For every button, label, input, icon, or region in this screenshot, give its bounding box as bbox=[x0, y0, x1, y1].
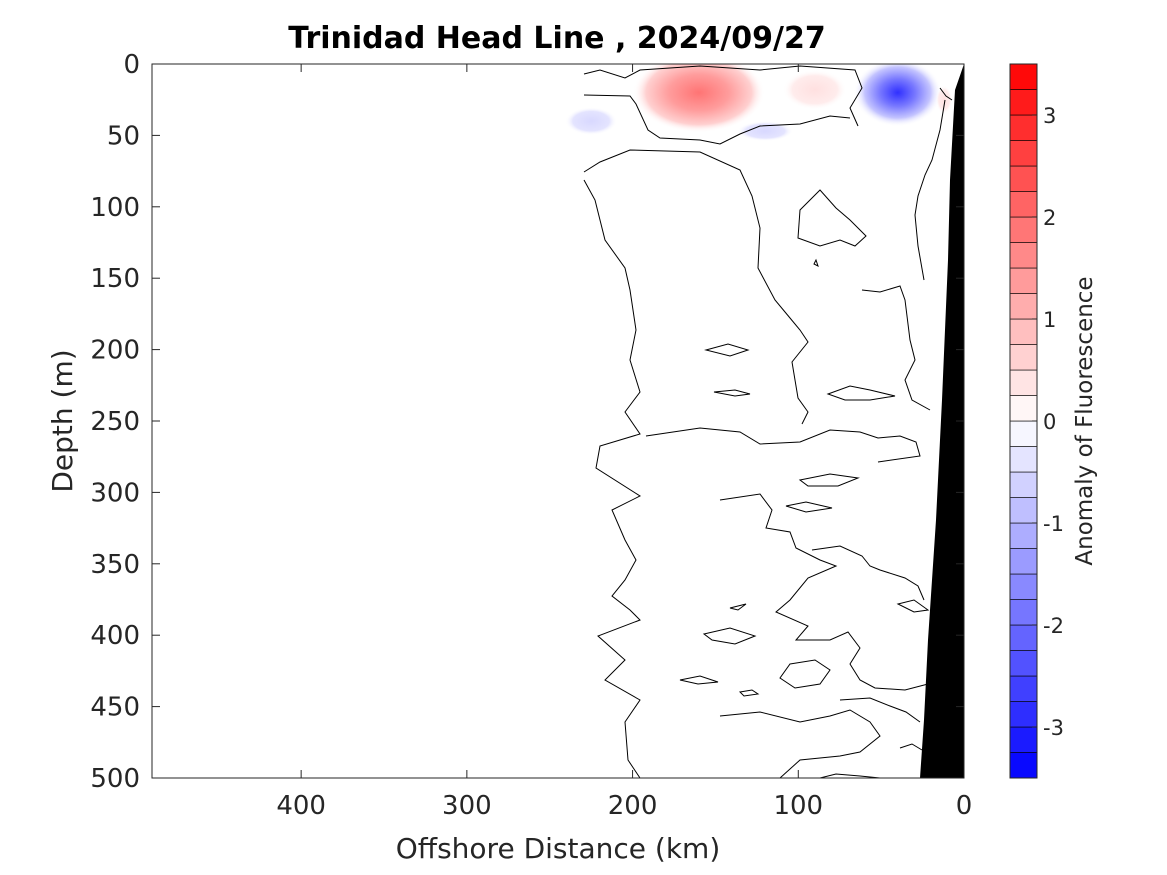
contour-line bbox=[679, 675, 719, 685]
colorbar-ticks: -3 -2 -1 0 1 2 3 bbox=[1032, 104, 1064, 740]
contour-line bbox=[583, 179, 642, 778]
colorbar-band bbox=[1009, 497, 1038, 524]
y-tick-label: 200 bbox=[90, 336, 140, 366]
contour-line bbox=[785, 501, 833, 513]
colorbar-tick-label: 0 bbox=[1043, 410, 1056, 434]
contour-line bbox=[811, 545, 925, 601]
contour-line bbox=[914, 99, 946, 281]
chart-title: Trinidad Head Line , 2024/09/27 bbox=[288, 21, 825, 56]
y-axis: 0 50 100 150 200 250 300 350 400 450 500 bbox=[90, 50, 964, 794]
colorbar-band bbox=[1009, 599, 1038, 626]
colorbar-band bbox=[1009, 242, 1038, 269]
x-axis-label: Offshore Distance (km) bbox=[396, 832, 721, 865]
y-tick-label: 400 bbox=[90, 621, 140, 651]
y-tick-label: 450 bbox=[90, 693, 140, 723]
colorbar-band bbox=[1009, 522, 1038, 549]
colorbar-band bbox=[1009, 267, 1038, 294]
x-tick-label: 400 bbox=[276, 791, 326, 821]
contour-line bbox=[583, 94, 851, 145]
contour-line bbox=[899, 743, 923, 751]
colorbar-band bbox=[1009, 446, 1038, 473]
colorbar-band bbox=[1009, 114, 1038, 141]
y-tick-label: 50 bbox=[107, 121, 140, 151]
colorbar-band bbox=[1009, 624, 1038, 651]
contour-line bbox=[861, 285, 931, 411]
y-tick-label: 350 bbox=[90, 550, 140, 580]
contour-line bbox=[939, 87, 953, 101]
y-tick-label: 500 bbox=[90, 764, 140, 794]
y-tick-label: 300 bbox=[90, 478, 140, 508]
anomaly-negative-patch bbox=[565, 107, 618, 136]
colorbar-band bbox=[1009, 63, 1038, 90]
x-tick-label: 100 bbox=[773, 791, 823, 821]
y-axis-label: Depth (m) bbox=[46, 349, 79, 492]
contour-line bbox=[813, 258, 819, 267]
contour-line bbox=[729, 603, 747, 611]
colorbar-band bbox=[1009, 420, 1038, 447]
colorbar-band bbox=[1009, 752, 1038, 779]
contour-line bbox=[738, 689, 760, 697]
colorbar-tick-label: 2 bbox=[1043, 206, 1056, 230]
colorbar-band bbox=[1009, 675, 1038, 702]
contour-line bbox=[583, 149, 809, 425]
anomaly-positive-patch bbox=[782, 69, 847, 110]
colorbar-band bbox=[1009, 471, 1038, 498]
contour-line bbox=[798, 473, 860, 487]
anomaly-negative-patch bbox=[737, 121, 794, 142]
colorbar-tick-label: 1 bbox=[1043, 308, 1056, 332]
colorbar-band bbox=[1009, 89, 1038, 116]
contour-line bbox=[702, 627, 757, 645]
colorbar-tick-label: -3 bbox=[1043, 716, 1064, 740]
colorbar-band bbox=[1009, 573, 1038, 600]
x-axis: 400 300 200 100 0 bbox=[276, 64, 972, 821]
colorbar-band bbox=[1009, 318, 1038, 345]
contour-line bbox=[839, 697, 921, 723]
x-tick-label: 200 bbox=[608, 791, 658, 821]
contour-line bbox=[896, 599, 930, 613]
x-tick-label: 0 bbox=[956, 791, 973, 821]
colorbar-label: Anomaly of Fluorescence bbox=[1072, 276, 1098, 565]
contour-line bbox=[826, 385, 896, 401]
anomaly-positive-patch bbox=[936, 85, 953, 114]
colorbar-band bbox=[1009, 548, 1038, 575]
y-tick-label: 250 bbox=[90, 407, 140, 437]
colorbar-band bbox=[1009, 395, 1038, 422]
colorbar-band bbox=[1009, 293, 1038, 320]
anomaly-layer bbox=[565, 64, 953, 142]
colorbar-band bbox=[1009, 650, 1038, 677]
colorbar-band bbox=[1009, 165, 1038, 192]
contour-line bbox=[645, 427, 921, 463]
contour-line bbox=[797, 189, 867, 247]
bathymetry-mask bbox=[920, 64, 964, 778]
contour-line bbox=[704, 343, 750, 357]
colorbar-band bbox=[1009, 140, 1038, 167]
x-tick-label: 300 bbox=[442, 791, 492, 821]
y-tick-label: 100 bbox=[90, 193, 140, 223]
colorbar-tick-label: 3 bbox=[1043, 104, 1056, 128]
colorbar-band bbox=[1009, 344, 1038, 371]
anomaly-positive-patch bbox=[632, 64, 765, 133]
y-tick-label: 0 bbox=[123, 50, 140, 80]
colorbar-tick-label: -2 bbox=[1043, 614, 1064, 638]
contour-line bbox=[719, 493, 929, 691]
contour-line bbox=[719, 709, 881, 778]
plot-area bbox=[152, 64, 964, 778]
colorbar-band bbox=[1009, 701, 1038, 728]
contour-line bbox=[819, 773, 881, 778]
colorbar-band bbox=[1009, 726, 1038, 753]
anomaly-negative-patch bbox=[853, 64, 942, 127]
colorbar-tick-label: -1 bbox=[1043, 512, 1064, 536]
contour-line bbox=[779, 659, 831, 689]
contour-line bbox=[583, 65, 863, 127]
colorbar-band bbox=[1009, 216, 1038, 243]
colorbar-band bbox=[1009, 369, 1038, 396]
y-tick-label: 150 bbox=[90, 264, 140, 294]
colorbar-band bbox=[1009, 191, 1038, 218]
contour-lines bbox=[583, 65, 953, 778]
contour-line bbox=[713, 389, 751, 397]
